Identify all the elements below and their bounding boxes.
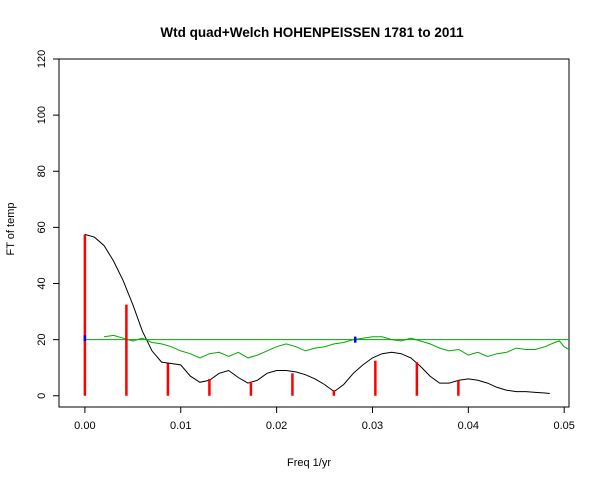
y-tick-label: 120: [36, 50, 48, 68]
y-tick-label: 20: [36, 334, 48, 346]
x-axis-label: Freq 1/yr: [287, 457, 331, 469]
y-axis-label: FT of temp: [5, 203, 17, 256]
y-tick-label: 0: [36, 393, 48, 399]
x-tick-label: 0.03: [362, 420, 383, 432]
plot-area-frame: [58, 58, 570, 408]
y-axis: 0 20 40 60 80 100 120: [36, 50, 59, 399]
y-tick-label: 60: [36, 221, 48, 233]
x-tick-label: 0.04: [458, 420, 479, 432]
y-tick-label: 80: [36, 165, 48, 177]
series-line-1: [84, 233, 550, 394]
series-line-3: [104, 334, 570, 359]
plot-markers: [83, 335, 357, 343]
x-tick-label: 0.02: [266, 420, 287, 432]
x-tick-label: 0.05: [553, 420, 574, 432]
x-tick-label: 0.01: [170, 420, 191, 432]
y-tick-label: 40: [36, 277, 48, 289]
plot-stems: [83, 234, 460, 396]
chart-title: Wtd quad+Welch HOHENPEISSEN 1781 to 2011: [160, 25, 464, 40]
x-tick-label: 0.00: [74, 420, 95, 432]
x-axis: 0.00 0.01 0.02 0.03 0.04 0.05: [74, 407, 575, 432]
plot-series: [84, 233, 570, 394]
y-tick-label: 100: [36, 106, 48, 124]
